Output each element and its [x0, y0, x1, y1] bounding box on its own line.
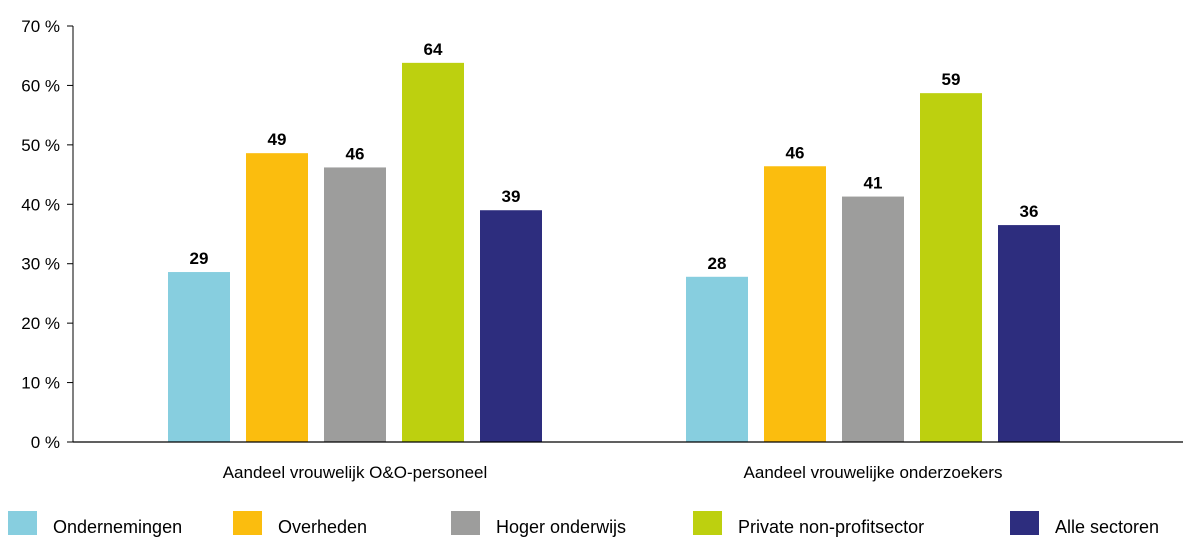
bar [402, 62, 464, 443]
category-label: Aandeel vrouwelijk O&O-personeel [223, 463, 488, 482]
bar [920, 93, 982, 442]
data-label: 46 [346, 144, 365, 163]
y-tick-label: 0 % [31, 433, 60, 452]
bar [246, 153, 308, 443]
legend-label: Private non-profitsector [738, 517, 924, 537]
legend-swatch [8, 511, 37, 535]
data-label: 49 [268, 130, 287, 149]
bar [168, 272, 230, 442]
legend-swatch [233, 511, 262, 535]
legend-swatch [451, 511, 480, 535]
bar [686, 276, 748, 442]
data-label: 59 [942, 70, 961, 89]
bar [324, 167, 386, 442]
data-label: 29 [190, 249, 209, 268]
legend-swatch [1010, 511, 1039, 535]
data-label: 46 [786, 143, 805, 162]
y-tick-label: 40 % [21, 195, 60, 214]
legend-label: Overheden [278, 517, 367, 537]
legend-label: Ondernemingen [53, 517, 182, 537]
bar [842, 196, 904, 442]
data-label: 28 [708, 254, 727, 273]
y-tick-label: 60 % [21, 76, 60, 95]
bar [480, 210, 542, 442]
legend-label: Hoger onderwijs [496, 517, 626, 537]
y-tick-label: 50 % [21, 136, 60, 155]
bar [764, 166, 826, 442]
y-tick-label: 30 % [21, 255, 60, 274]
y-tick-label: 20 % [21, 314, 60, 333]
bar [998, 225, 1060, 442]
category-label: Aandeel vrouwelijke onderzoekers [744, 463, 1003, 482]
y-tick-label: 10 % [21, 374, 60, 393]
data-label: 39 [502, 187, 521, 206]
legend-label: Alle sectoren [1055, 517, 1159, 537]
data-label: 64 [424, 40, 443, 59]
data-label: 41 [864, 174, 883, 193]
legend-swatch [693, 511, 722, 535]
y-tick-label: 70 % [21, 17, 60, 36]
data-label: 36 [1020, 202, 1039, 221]
